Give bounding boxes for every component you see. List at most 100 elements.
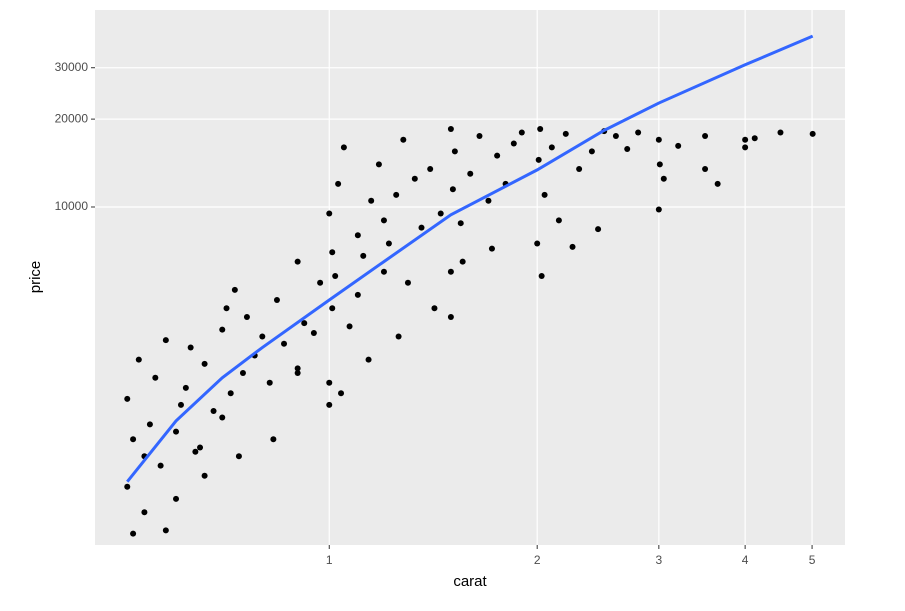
point [393,191,400,198]
point [332,273,339,280]
point [449,186,456,193]
point [239,369,246,376]
point [451,148,458,155]
point [411,175,418,182]
x-tick-label: 5 [809,553,816,567]
point [809,130,816,137]
point [447,126,454,133]
point [335,180,342,187]
point [201,472,208,479]
point [368,197,375,204]
point [201,360,208,367]
point [518,129,525,136]
point [329,249,336,256]
point [537,126,544,133]
point [714,180,721,187]
point [431,305,438,312]
point [135,356,142,363]
point [535,156,542,163]
point [467,170,474,177]
point [173,428,180,435]
point [459,258,466,265]
point [380,217,387,224]
x-axis-title: carat [453,573,487,590]
point [612,133,619,140]
point [266,379,273,386]
point [385,240,392,247]
point [227,390,234,397]
point [281,340,288,347]
point [326,210,333,217]
point [588,148,595,155]
point [294,365,301,372]
point [576,165,583,172]
x-tick-label: 1 [326,553,333,567]
point [485,197,492,204]
point [538,273,545,280]
point [494,152,501,159]
point [270,436,277,443]
point [375,161,382,168]
point [562,130,569,137]
point [510,140,517,147]
point [400,136,407,143]
point [130,530,137,537]
point [346,323,353,330]
point [742,136,749,143]
point [655,206,662,213]
point [354,291,361,298]
point [595,226,602,233]
point [534,240,541,247]
point [326,379,333,386]
point [338,390,345,397]
plot-panel [95,10,845,545]
point [624,145,631,152]
point [777,129,784,136]
point [177,401,184,408]
point [124,395,131,402]
point [569,243,576,250]
point [742,144,749,151]
x-tick-label: 3 [655,553,662,567]
point [301,320,308,327]
point [541,191,548,198]
point [395,333,402,340]
y-axis-title: price [27,261,44,294]
point [488,245,495,252]
point [273,297,280,304]
point [702,133,709,140]
point [124,483,131,490]
point [219,326,226,333]
point [476,133,483,140]
point [329,305,336,312]
y-tick-label: 10000 [55,199,89,213]
point [427,165,434,172]
y-tick-label: 30000 [55,60,89,74]
point [655,136,662,143]
x-tick-label: 2 [534,553,541,567]
point [326,401,333,408]
point [660,175,667,182]
point [365,356,372,363]
trend-line [126,34,814,483]
point [141,509,148,516]
point [235,453,242,460]
x-tick-label: 4 [742,553,749,567]
point [259,333,266,340]
point [157,462,164,469]
point [555,217,562,224]
point [223,305,230,312]
point [310,330,317,337]
point [656,161,663,168]
point [294,258,301,265]
point [437,210,444,217]
point [162,527,169,534]
point [173,495,180,502]
point [340,144,347,151]
point [162,337,169,344]
point [197,444,204,451]
point [447,268,454,275]
point [457,220,464,227]
point [751,135,758,142]
